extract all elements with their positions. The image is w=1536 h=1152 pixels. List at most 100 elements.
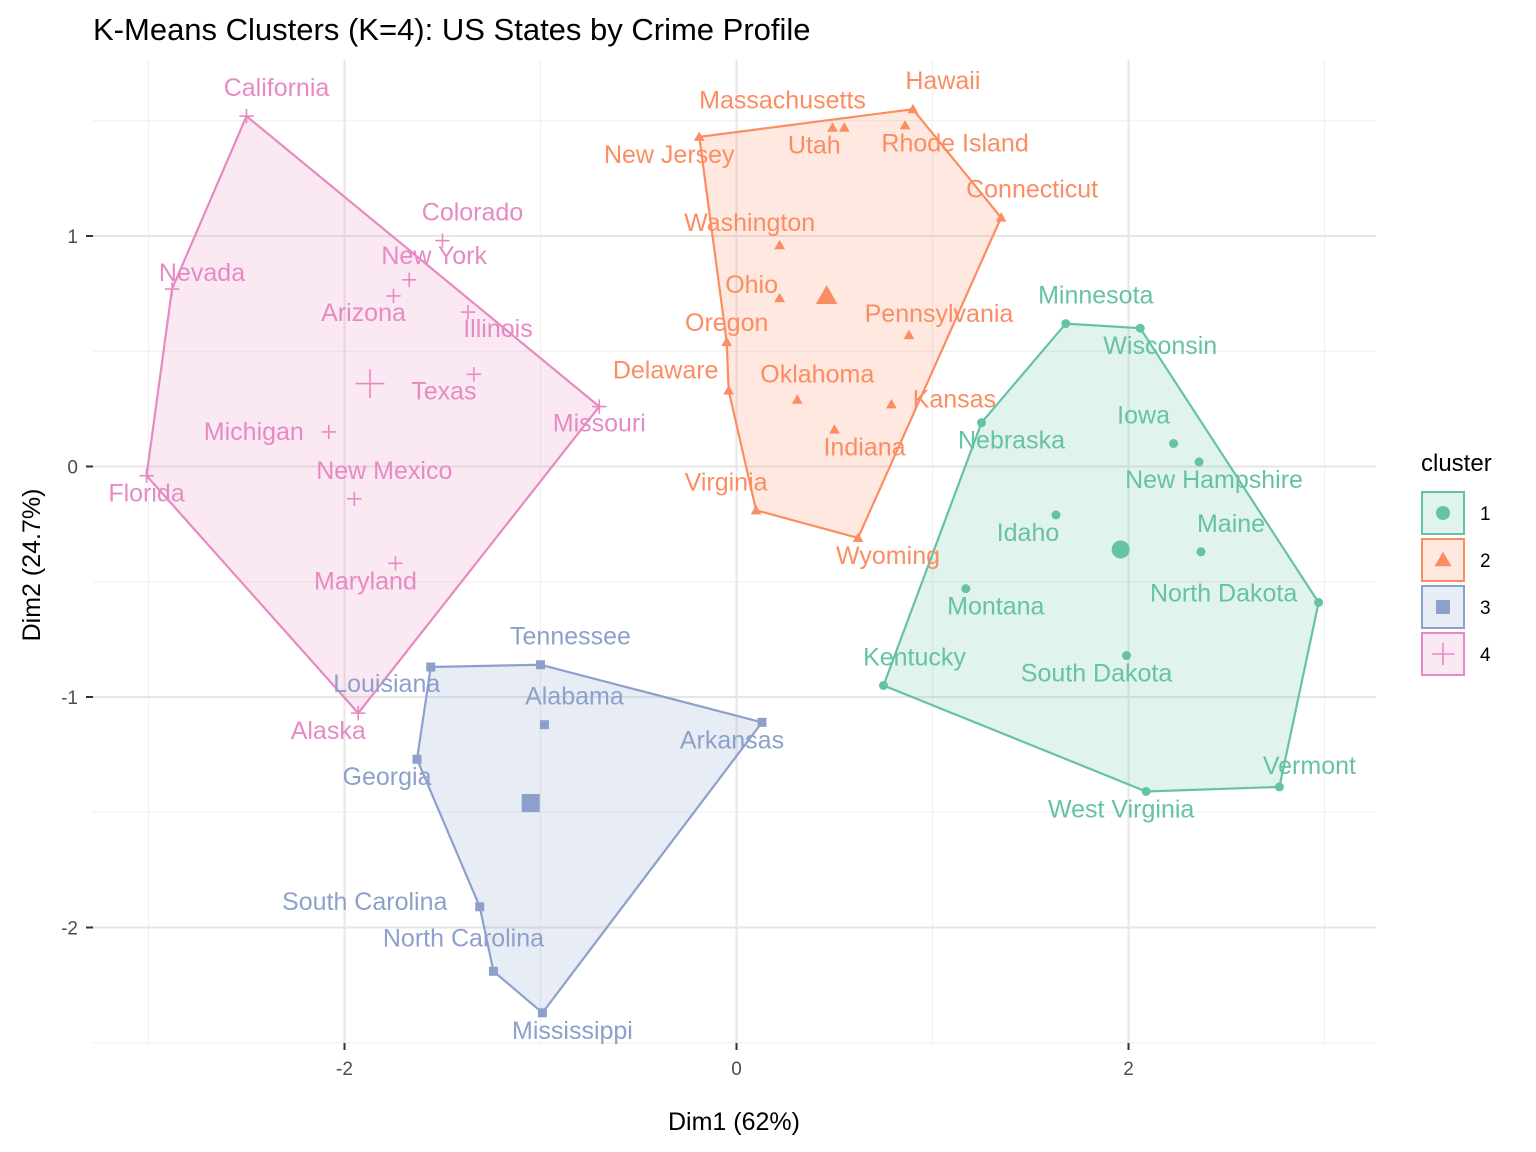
legend-title: cluster <box>1421 450 1492 477</box>
point-kansas <box>885 398 897 409</box>
point-washington <box>774 239 786 250</box>
legend-label-1: 1 <box>1480 504 1491 525</box>
y-tick-label: 0 <box>67 458 78 479</box>
label-delaware: Delaware <box>613 356 719 384</box>
label-hawaii: Hawaii <box>905 67 980 95</box>
label-ohio: Ohio <box>725 271 778 299</box>
x-tick-label: 0 <box>731 1059 742 1080</box>
x-axis-title: Dim1 (62%) <box>668 1108 800 1136</box>
point-wisconsin <box>1135 323 1145 333</box>
label-nevada: Nevada <box>159 259 245 287</box>
label-wisconsin: Wisconsin <box>1103 332 1217 360</box>
y-tick-label: 1 <box>67 227 78 248</box>
label-alaska: Alaska <box>291 717 366 745</box>
label-tennessee: Tennessee <box>510 623 631 651</box>
point-pennsylvania <box>903 329 915 340</box>
point-florida <box>139 468 154 483</box>
point-south-dakota <box>1122 651 1132 661</box>
cluster-2-center <box>815 285 838 305</box>
legend-label-2: 2 <box>1480 551 1491 572</box>
point-indiana <box>829 424 840 434</box>
legend-symbol-4 <box>1431 642 1455 666</box>
point-montana <box>961 584 971 594</box>
label-massachusetts: Massachusetts <box>699 87 866 115</box>
label-texas: Texas <box>411 377 476 405</box>
point-nevada <box>164 281 180 297</box>
label-maine: Maine <box>1197 510 1265 538</box>
label-washington: Washington <box>684 209 815 237</box>
label-kansas: Kansas <box>913 385 996 413</box>
label-south-carolina: South Carolina <box>282 888 447 916</box>
point-vermont <box>1274 782 1284 792</box>
label-oregon: Oregon <box>685 309 768 337</box>
label-alabama: Alabama <box>525 683 624 711</box>
point-missouri <box>592 399 607 414</box>
y-tick-label: -1 <box>61 688 78 709</box>
cluster-hulls <box>145 108 1320 1015</box>
point-south-carolina <box>475 902 485 912</box>
label-connecticut: Connecticut <box>966 176 1098 204</box>
label-oklahoma: Oklahoma <box>760 361 874 389</box>
label-new-hampshire: New Hampshire <box>1125 466 1303 494</box>
point-michigan <box>321 424 337 440</box>
legend-label-4: 4 <box>1480 645 1491 666</box>
point-minnesota <box>1061 319 1071 329</box>
label-new-york: New York <box>381 242 487 270</box>
point-labels: Minnesota Wisconsin Iowa New Hampshire Nebra… <box>108 67 1356 1045</box>
plot-grid <box>93 60 1376 1044</box>
axes: -2 -1 0 1 -2 0 2 <box>61 227 1134 1080</box>
point-louisiana <box>426 662 436 672</box>
point-wyoming <box>852 532 864 543</box>
label-virginia: Virginia <box>685 468 768 496</box>
label-california: California <box>224 74 330 102</box>
point-delaware <box>723 385 735 395</box>
point-arkansas <box>757 717 767 727</box>
point-nebraska <box>977 418 986 428</box>
point-oklahoma <box>791 394 803 404</box>
cluster-1-hull <box>882 322 1320 793</box>
point-alaska <box>351 705 366 721</box>
label-florida: Florida <box>108 480 185 508</box>
label-iowa: Iowa <box>1117 401 1170 429</box>
label-georgia: Georgia <box>343 763 432 791</box>
point-oregon <box>721 336 733 347</box>
label-south-dakota: South Dakota <box>1021 660 1173 688</box>
cluster-4-center <box>355 369 385 398</box>
point-massachusetts <box>827 122 838 132</box>
label-nebraska: Nebraska <box>958 427 1065 455</box>
label-maryland: Maryland <box>314 567 417 595</box>
label-kentucky: Kentucky <box>863 643 966 671</box>
label-new-jersey: New Jersey <box>604 141 735 169</box>
label-pennsylvania: Pennsylvania <box>865 300 1014 328</box>
point-new-hampshire <box>1194 457 1204 467</box>
x-tick-label: -2 <box>336 1059 353 1080</box>
point-mississippi <box>537 1008 547 1018</box>
point-idaho <box>1051 510 1061 520</box>
label-illinois: Illinois <box>463 315 532 343</box>
label-missouri: Missouri <box>553 410 646 438</box>
point-kentucky <box>879 680 888 690</box>
point-new-york <box>401 272 417 287</box>
cluster-4-hull <box>145 114 601 715</box>
point-new-mexico <box>347 491 362 506</box>
point-alabama <box>539 720 549 730</box>
point-west-virginia <box>1141 787 1151 797</box>
label-north-carolina: North Carolina <box>383 924 544 952</box>
legend-symbol-2 <box>1434 551 1452 567</box>
point-texas <box>466 367 482 382</box>
label-montana: Montana <box>947 593 1044 621</box>
point-utah <box>838 122 850 132</box>
legend-label-3: 3 <box>1480 598 1491 619</box>
point-new-jersey <box>693 131 705 141</box>
legend-symbol-1 <box>1436 506 1450 520</box>
point-iowa <box>1169 438 1179 448</box>
label-indiana: Indiana <box>823 434 905 462</box>
x-tick-label: 2 <box>1123 1059 1134 1080</box>
point-north-carolina <box>488 966 498 976</box>
label-mississippi: Mississippi <box>512 1017 633 1045</box>
label-michigan: Michigan <box>204 418 304 446</box>
point-california <box>239 108 254 124</box>
label-louisiana: Louisiana <box>333 670 440 698</box>
cluster-3-center <box>521 794 540 813</box>
